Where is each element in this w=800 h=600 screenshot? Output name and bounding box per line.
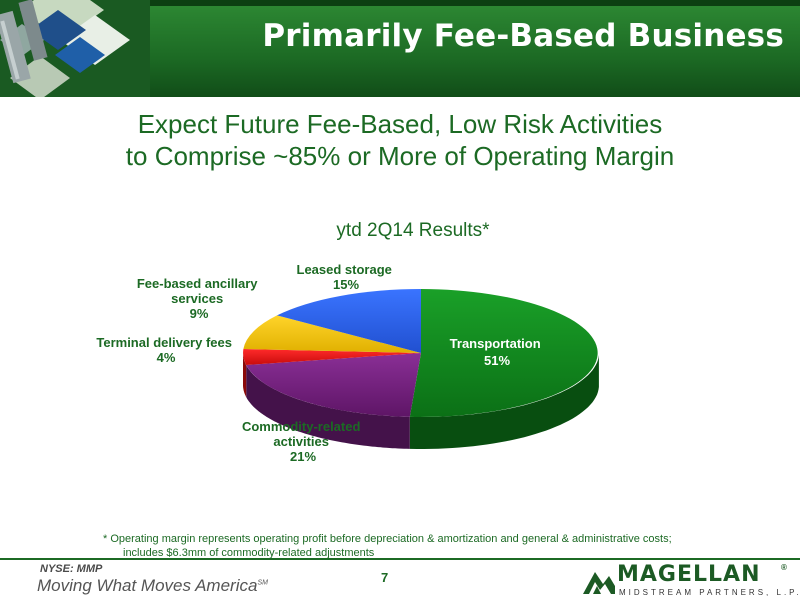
label-ancillary-pct: 9% xyxy=(190,306,209,321)
tagline: Moving What Moves AmericaSM xyxy=(37,576,268,596)
slice-ancillary xyxy=(243,315,421,353)
tagline-text: Moving What Moves America xyxy=(37,576,258,595)
footnote-line-1: * Operating margin represents operating … xyxy=(103,533,672,545)
label-commodity-line2: activities xyxy=(273,434,329,449)
diamond-pipes-graphic xyxy=(0,0,150,97)
slice-terminal-side xyxy=(243,353,247,397)
pie-3d-sides xyxy=(243,353,599,449)
subtitle-line-1: Expect Future Fee-Based, Low Risk Activi… xyxy=(137,109,663,139)
label-storage-name: Leased storage xyxy=(297,262,392,277)
label-storage-pct: 15% xyxy=(333,277,359,292)
label-terminal-pct: 4% xyxy=(157,350,176,365)
page-number: 7 xyxy=(381,570,389,585)
service-mark: SM xyxy=(257,579,268,587)
label-terminal-name: Terminal delivery fees xyxy=(96,335,232,350)
brand-name: MAGELLAN xyxy=(617,562,761,587)
page-title: Primarily Fee-Based Business xyxy=(262,18,784,54)
footnote-line-2: includes $6.3mm of commodity-related adj… xyxy=(123,547,375,559)
brand-subtitle: MIDSTREAM PARTNERS, L.P. xyxy=(619,588,800,597)
footer-divider xyxy=(0,558,800,560)
header-banner: Primarily Fee-Based Business xyxy=(0,0,800,97)
subtitle: Expect Future Fee-Based, Low Risk Activi… xyxy=(0,108,800,172)
slice-commodity xyxy=(246,353,421,417)
slice-transportation xyxy=(409,289,598,417)
label-transportation: Transportation 51% xyxy=(450,336,545,368)
label-transportation-pct: 51% xyxy=(484,353,510,368)
label-ancillary-line1: Fee-based ancillary xyxy=(137,276,258,291)
slice-transportation-side xyxy=(409,355,599,449)
slice-terminal xyxy=(243,349,421,365)
label-storage: Leased storage 15% xyxy=(297,262,396,292)
label-ancillary: Fee-based ancillary services 9% xyxy=(137,276,261,321)
label-terminal: Terminal delivery fees 4% xyxy=(96,335,235,365)
slice-commodity-side xyxy=(246,365,410,449)
label-ancillary-line2: services xyxy=(171,291,223,306)
pie-slices xyxy=(243,289,598,417)
mountain-logo-icon xyxy=(583,572,615,594)
registered-mark: ® xyxy=(781,563,787,572)
subtitle-line-2: to Comprise ~85% or More of Operating Ma… xyxy=(125,141,675,171)
magellan-logo: MAGELLAN ® MIDSTREAM PARTNERS, L.P. xyxy=(583,562,799,598)
footnote: * Operating margin represents operating … xyxy=(103,532,793,560)
slice-storage xyxy=(277,289,421,353)
label-commodity-pct: 21% xyxy=(290,449,316,464)
header-top-strip xyxy=(0,0,800,6)
label-transportation-name: Transportation xyxy=(450,336,541,351)
label-commodity: Commodity-related activities 21% xyxy=(242,419,364,464)
label-commodity-line1: Commodity-related xyxy=(242,419,361,434)
ticker-symbol: NYSE: MMP xyxy=(40,563,103,575)
chart-title: ytd 2Q14 Results* xyxy=(336,220,490,241)
